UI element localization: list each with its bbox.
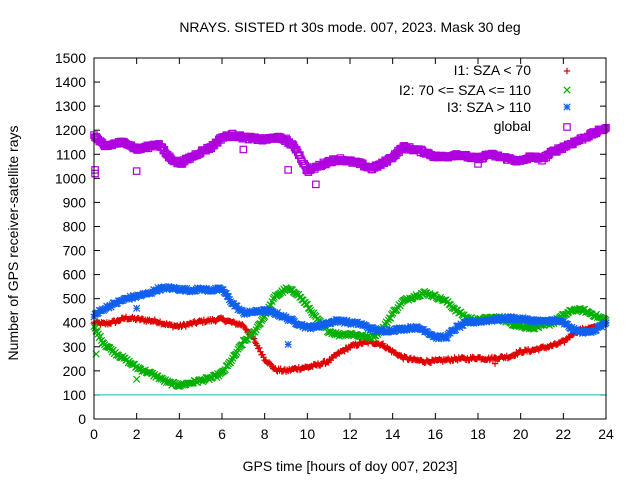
- outlier-point: [132, 167, 141, 175]
- data-point: [270, 293, 278, 301]
- legend: I1: SZA < 70 I2: 70 <= SZA <= 110 I3: SZ…: [399, 62, 571, 134]
- data-point: [238, 341, 246, 349]
- tick-marks: [93, 57, 607, 420]
- y-tick-label: 700: [63, 243, 87, 259]
- x-tick-label: 10: [300, 426, 316, 442]
- legend-symbol: [563, 123, 571, 131]
- y-tick-label: 1500: [55, 50, 86, 66]
- y-tick-label: 1200: [55, 122, 86, 138]
- y-tick-label: 500: [63, 291, 87, 307]
- y-tick-label: 1300: [55, 98, 86, 114]
- x-tick-label: 2: [133, 426, 141, 442]
- y-tick-label: 1000: [55, 170, 86, 186]
- data-point: [251, 338, 259, 346]
- x-tick-label: 20: [513, 426, 529, 442]
- outlier-point: [133, 375, 141, 383]
- tick-labels: 0100200300400500600700800900100011001200…: [55, 50, 614, 442]
- y-tick-label: 200: [63, 363, 87, 379]
- outlier-point: [491, 360, 499, 367]
- outlier-points: [91, 145, 499, 383]
- legend-label-i1: I1: SZA < 70: [454, 62, 532, 78]
- y-tick-label: 400: [63, 315, 87, 331]
- outlier-point: [474, 160, 482, 168]
- y-tick-label: 600: [63, 267, 87, 283]
- x-tick-label: 0: [90, 426, 98, 442]
- data-point: [240, 322, 247, 329]
- x-tick-label: 12: [342, 426, 358, 442]
- legend-label-i3: I3: SZA > 110: [447, 99, 531, 115]
- series-cross: [90, 284, 610, 390]
- x-tick-label: 14: [385, 426, 401, 442]
- y-tick-label: 1100: [56, 146, 86, 162]
- data-point: [302, 300, 310, 308]
- y-tick-label: 1400: [55, 74, 86, 90]
- data-point: [601, 124, 609, 133]
- series-star: [90, 282, 610, 343]
- chart-title: NRAYS. SISTED rt 30s mode. 007, 2023. Ma…: [179, 19, 520, 35]
- legend-label-global: global: [494, 118, 531, 134]
- outlier-point: [239, 145, 248, 154]
- data-point: [379, 340, 387, 347]
- data-series: [90, 123, 610, 390]
- outlier-point: [133, 304, 141, 312]
- outlier-point: [312, 180, 320, 189]
- y-tick-label: 800: [63, 218, 87, 234]
- data-point: [310, 309, 318, 317]
- y-tick-label: 0: [78, 411, 86, 427]
- series-square: [90, 123, 610, 176]
- x-tick-label: 16: [428, 426, 444, 442]
- data-point: [226, 359, 235, 367]
- data-point: [242, 325, 249, 333]
- x-axis-label: GPS time [hours of doy 007, 2023]: [243, 458, 458, 474]
- x-tick-label: 24: [598, 426, 614, 442]
- y-tick-label: 300: [63, 339, 87, 355]
- plot-frame: [93, 57, 607, 420]
- legend-symbol: [563, 103, 571, 111]
- y-tick-label: 900: [63, 194, 87, 210]
- x-tick-label: 4: [175, 426, 183, 442]
- legend-symbol: [563, 67, 571, 75]
- x-tick-label: 6: [218, 426, 226, 442]
- x-tick-label: 22: [556, 426, 572, 442]
- y-axis-label: Number of GPS receiver-satellite rays: [5, 126, 21, 361]
- x-tick-label: 18: [470, 426, 486, 442]
- data-point: [583, 307, 591, 316]
- data-point: [198, 375, 206, 384]
- data-point: [266, 360, 274, 367]
- outlier-point: [284, 340, 292, 349]
- data-point: [600, 125, 608, 134]
- legend-label-i2: I2: 70 <= SZA <= 110: [399, 82, 531, 98]
- outlier-point: [284, 166, 292, 174]
- data-point: [354, 342, 361, 349]
- y-tick-label: 100: [63, 387, 87, 403]
- data-point: [96, 332, 105, 340]
- data-point: [93, 328, 101, 336]
- legend-symbol: [563, 86, 571, 94]
- data-point: [260, 354, 267, 361]
- series-plus: [90, 313, 610, 375]
- x-tick-label: 8: [261, 426, 269, 442]
- data-point: [186, 379, 194, 387]
- data-point: [586, 309, 594, 318]
- data-point: [393, 306, 401, 314]
- data-point: [256, 344, 263, 352]
- outlier-point: [91, 166, 99, 174]
